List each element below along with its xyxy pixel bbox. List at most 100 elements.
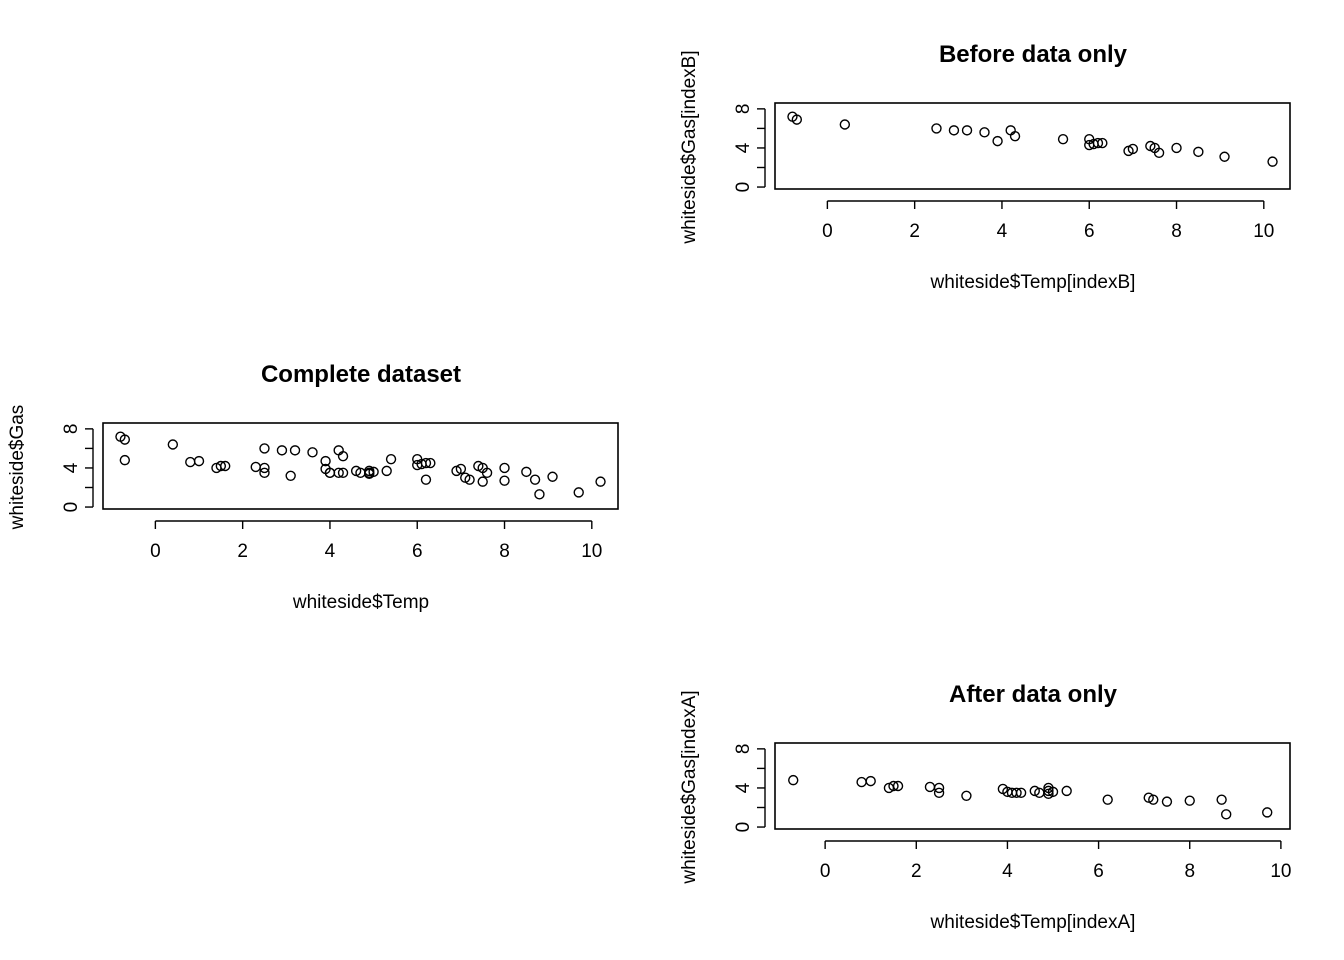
x-tick-label: 2 bbox=[911, 861, 922, 882]
data-point bbox=[547, 471, 558, 482]
panel-after-ylabel: whiteside$Gas[indexA] bbox=[679, 690, 700, 884]
data-point bbox=[1220, 809, 1232, 820]
x-tick-label: 8 bbox=[1171, 221, 1182, 242]
data-point bbox=[119, 434, 131, 445]
data-point bbox=[1011, 787, 1022, 799]
data-point bbox=[1015, 787, 1027, 799]
panel-complete-points bbox=[115, 431, 606, 500]
x-tick-label: 10 bbox=[581, 541, 602, 562]
panel-after-y-axis: 0 4 8 bbox=[733, 744, 766, 833]
panel-before-points bbox=[787, 111, 1278, 167]
data-point bbox=[1143, 792, 1154, 803]
data-point bbox=[420, 474, 432, 485]
panel-after-x-axis: 0 2 4 6 8 10 bbox=[820, 840, 1291, 882]
data-point bbox=[368, 466, 379, 478]
y-tick-label: 8 bbox=[733, 744, 754, 755]
panel-after-points bbox=[788, 774, 1273, 820]
data-point bbox=[333, 467, 344, 479]
data-point bbox=[337, 451, 349, 462]
panel-complete: Complete dataset whiteside$Temp whitesid… bbox=[7, 361, 619, 613]
data-point bbox=[250, 461, 261, 473]
panel-complete-plot-box bbox=[102, 422, 619, 510]
data-point bbox=[385, 453, 397, 465]
data-point bbox=[979, 127, 990, 138]
x-tick-label: 6 bbox=[1084, 221, 1095, 242]
data-point bbox=[948, 125, 960, 136]
data-point bbox=[529, 474, 541, 485]
data-point bbox=[420, 457, 432, 469]
data-point bbox=[285, 470, 296, 481]
data-point bbox=[481, 467, 493, 479]
x-tick-label: 2 bbox=[909, 221, 920, 242]
data-point bbox=[1047, 786, 1059, 798]
data-point bbox=[215, 460, 227, 472]
panel-before-x-axis: 0 2 4 6 8 10 bbox=[822, 200, 1274, 242]
data-point bbox=[307, 447, 318, 458]
data-point bbox=[425, 457, 436, 469]
data-point bbox=[289, 445, 301, 456]
data-point bbox=[856, 776, 867, 788]
data-point bbox=[1102, 794, 1113, 805]
data-point bbox=[924, 781, 936, 793]
x-tick-label: 6 bbox=[1093, 861, 1104, 882]
data-point bbox=[1216, 794, 1227, 805]
panel-before-title: Before data only bbox=[939, 41, 1128, 68]
data-point bbox=[961, 125, 973, 136]
x-tick-label: 8 bbox=[499, 541, 510, 562]
x-tick-label: 4 bbox=[997, 221, 1008, 242]
y-tick-label: 8 bbox=[733, 104, 754, 115]
y-tick-label: 0 bbox=[61, 502, 82, 513]
x-tick-label: 6 bbox=[412, 541, 423, 562]
data-point bbox=[1262, 807, 1273, 818]
y-tick-label: 0 bbox=[733, 182, 754, 193]
data-point bbox=[320, 455, 331, 467]
panel-after-xlabel: whiteside$Temp[indexA] bbox=[930, 912, 1136, 933]
data-point bbox=[337, 467, 349, 479]
data-point bbox=[595, 476, 606, 487]
data-point bbox=[534, 489, 545, 500]
panel-before: Before data only whiteside$Temp[indexB] … bbox=[679, 41, 1291, 293]
data-point bbox=[1267, 156, 1278, 167]
x-tick-label: 8 bbox=[1184, 861, 1195, 882]
x-tick-label: 0 bbox=[150, 541, 161, 562]
panel-after-plot-box bbox=[774, 742, 1291, 830]
y-tick-label: 0 bbox=[733, 822, 754, 833]
data-point bbox=[839, 119, 851, 130]
data-point bbox=[521, 466, 532, 478]
data-point bbox=[167, 439, 179, 450]
data-point bbox=[499, 475, 510, 486]
data-point bbox=[791, 114, 803, 125]
data-point bbox=[865, 775, 876, 787]
data-point bbox=[477, 476, 488, 487]
data-point bbox=[992, 135, 1003, 147]
panel-after: After data only whiteside$Temp[indexA] w… bbox=[679, 681, 1291, 933]
x-tick-label: 4 bbox=[325, 541, 336, 562]
data-point bbox=[1029, 785, 1040, 797]
data-point bbox=[1219, 151, 1230, 162]
data-point bbox=[933, 787, 945, 799]
data-point bbox=[1009, 131, 1021, 142]
y-tick-label: 4 bbox=[61, 462, 82, 473]
data-point bbox=[1057, 133, 1069, 145]
data-point bbox=[1148, 794, 1159, 805]
data-point bbox=[1043, 788, 1054, 800]
data-point bbox=[1097, 137, 1108, 149]
panel-before-y-axis: 0 4 8 bbox=[733, 104, 766, 193]
data-point bbox=[1153, 147, 1165, 159]
x-tick-label: 0 bbox=[820, 861, 831, 882]
data-point bbox=[185, 456, 196, 468]
data-point bbox=[1184, 795, 1195, 806]
y-tick-label: 4 bbox=[733, 782, 754, 793]
data-point bbox=[259, 443, 270, 454]
data-point bbox=[788, 774, 799, 786]
data-point bbox=[119, 454, 131, 466]
panel-complete-xlabel: whiteside$Temp bbox=[292, 592, 429, 613]
data-point bbox=[573, 487, 584, 498]
x-tick-label: 2 bbox=[237, 541, 248, 562]
y-tick-label: 8 bbox=[61, 424, 82, 435]
data-point bbox=[193, 455, 205, 467]
data-point bbox=[499, 462, 510, 474]
data-point bbox=[259, 467, 270, 479]
data-point bbox=[1127, 143, 1139, 155]
